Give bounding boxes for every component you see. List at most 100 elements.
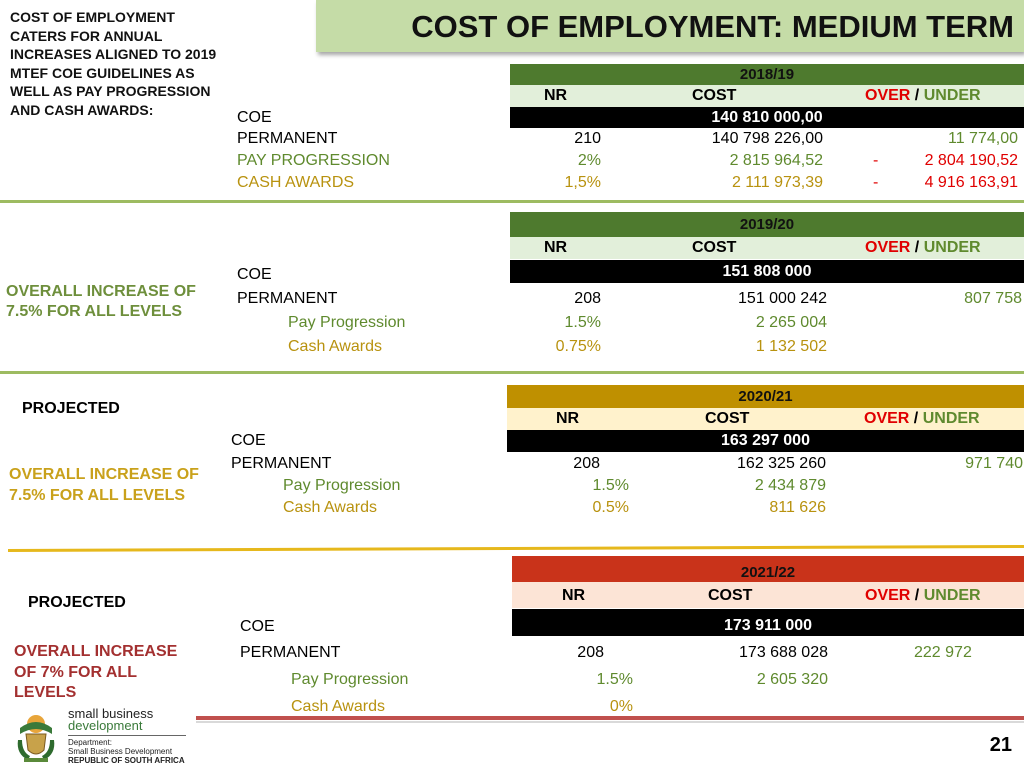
- year-band-2018-19: 2018/19: [510, 64, 1024, 86]
- cash-awards-cost: 2 111 973,39: [731, 174, 823, 191]
- over-under-header: OVER / UNDER: [865, 587, 981, 605]
- cash-awards-nr: 0%: [609, 698, 633, 715]
- pay-progression-cost: 2 815 964,52: [729, 152, 823, 169]
- cash-awards-over-under: 4 916 163,91: [924, 174, 1018, 191]
- permanent-label: PERMANENT: [237, 130, 338, 147]
- pay-progression-nr: 1.5%: [564, 314, 601, 331]
- year-band-2019-20: 2019/20: [510, 212, 1024, 237]
- cost-header: COST: [692, 87, 737, 104]
- over-label: OVER: [865, 87, 911, 104]
- logo-name-line1: small business: [68, 706, 154, 721]
- permanent-nr: 208: [574, 290, 601, 307]
- slash-label: /: [913, 410, 919, 427]
- cash-awards-nr: 1,5%: [564, 174, 601, 191]
- permanent-nr: 208: [573, 455, 600, 472]
- pay-progression-nr: 2%: [577, 152, 601, 169]
- over-label: OVER: [865, 587, 911, 604]
- section-divider: [0, 200, 1024, 203]
- nr-header: NR: [562, 587, 586, 604]
- header-row-2021-22: NR COST OVER / UNDER: [512, 582, 1024, 608]
- logo-dept-line3: REPUBLIC OF SOUTH AFRICA: [68, 756, 185, 765]
- permanent-cost: 151 000 242: [738, 290, 827, 307]
- pay-progression-over-under: 2 804 190,52: [924, 152, 1018, 169]
- page-title: COST OF EMPLOYMENT: MEDIUM TERM: [411, 9, 1014, 44]
- permanent-label: PERMANENT: [237, 290, 338, 307]
- intro-note: COST OF EMPLOYMENT CATERS FOR ANNUAL INC…: [10, 9, 217, 118]
- over-under-header: OVER / UNDER: [865, 87, 981, 105]
- cost-header: COST: [708, 587, 753, 604]
- under-label: UNDER: [922, 410, 980, 427]
- year-band-2020-21: 2020/21: [507, 385, 1024, 409]
- logo-dept-line1: Department:: [68, 738, 113, 747]
- pay-progression-cost: 2 265 004: [755, 314, 827, 331]
- pay-progression-nr: 1.5%: [592, 477, 629, 494]
- coe-total-bar: 173 911 000: [512, 609, 1024, 636]
- coe-total-bar: 151 808 000: [510, 260, 1024, 283]
- coe-total: 140 810 000,00: [711, 109, 823, 126]
- pay-progression-label: Pay Progression: [288, 314, 406, 331]
- cash-awards-label: Cash Awards: [288, 338, 382, 355]
- permanent-cost: 173 688 028: [739, 644, 828, 661]
- pay-progression-cost: 2 605 320: [756, 671, 828, 688]
- logo-name: small business development: [68, 706, 154, 733]
- permanent-over-under: 971 740: [965, 455, 1023, 472]
- slash-label: /: [914, 239, 920, 256]
- header-row-2019-20: NR COST OVER / UNDER: [510, 237, 1024, 259]
- footer-divider: [196, 716, 1024, 720]
- over-under-header: OVER / UNDER: [864, 410, 980, 428]
- nr-header: NR: [544, 87, 568, 104]
- header-row-2018-19: NR COST OVER / UNDER: [510, 85, 1024, 107]
- logo-rule: [68, 735, 186, 736]
- slash-label: /: [914, 587, 920, 604]
- title-banner: COST OF EMPLOYMENT: MEDIUM TERM: [316, 0, 1024, 52]
- under-label: UNDER: [923, 87, 981, 104]
- coe-total: 151 808 000: [722, 263, 812, 280]
- projected-label: PROJECTED: [22, 400, 120, 417]
- permanent-over-under: 807 758: [964, 290, 1022, 307]
- section-divider: [8, 545, 1024, 552]
- year-band-2021-22: 2021/22: [512, 556, 1024, 582]
- pay-progression-cost: 2 434 879: [754, 477, 826, 494]
- coe-label: COE: [237, 109, 272, 126]
- permanent-nr: 208: [577, 644, 604, 661]
- nr-header: NR: [556, 410, 580, 427]
- pay-progression-label: Pay Progression: [283, 477, 401, 494]
- under-label: UNDER: [923, 587, 981, 604]
- increase-note: OVERALL INCREASE OF 7.5% FOR ALL LEVELS: [9, 466, 199, 504]
- cost-header: COST: [692, 239, 737, 256]
- page-number: 21: [989, 734, 1012, 756]
- pay-progression-label: Pay Progression: [291, 671, 409, 688]
- pay-progression-dash: -: [873, 152, 879, 169]
- logo-department: Department: Small Business Development R…: [68, 738, 185, 765]
- increase-note: OVERALL INCREASE OF 7.5% FOR ALL LEVELS: [6, 283, 196, 320]
- cash-awards-cost: 1 132 502: [755, 338, 827, 355]
- cash-awards-nr: 0.75%: [555, 338, 601, 355]
- pay-progression-nr: 1.5%: [596, 671, 633, 688]
- logo-name-line2: development: [68, 718, 143, 733]
- permanent-nr: 210: [574, 130, 601, 147]
- cash-awards-label: Cash Awards: [291, 698, 385, 715]
- cash-awards-nr: 0.5%: [592, 499, 629, 516]
- cash-awards-dash: -: [873, 174, 879, 191]
- nr-header: NR: [544, 239, 568, 256]
- pay-progression-label: PAY PROGRESSION: [237, 152, 390, 169]
- coe-label: COE: [240, 618, 275, 635]
- permanent-label: PERMANENT: [240, 644, 341, 661]
- coe-total-bar: 140 810 000,00: [510, 107, 1024, 128]
- header-row-2020-21: NR COST OVER / UNDER: [507, 408, 1024, 430]
- under-label: UNDER: [923, 239, 981, 256]
- permanent-label: PERMANENT: [231, 455, 332, 472]
- coe-total-bar: 163 297 000: [507, 430, 1024, 452]
- cash-awards-label: CASH AWARDS: [237, 174, 355, 191]
- cost-header: COST: [705, 410, 750, 427]
- footer-shadow: [196, 721, 1024, 723]
- coe-total: 163 297 000: [721, 432, 810, 449]
- over-label: OVER: [864, 410, 910, 427]
- cash-awards-cost: 811 626: [769, 499, 826, 516]
- permanent-over-under: 222 972: [914, 644, 972, 661]
- coe-label: COE: [237, 266, 272, 283]
- permanent-cost: 162 325 260: [737, 455, 826, 472]
- coe-label: COE: [231, 432, 266, 449]
- cash-awards-label: Cash Awards: [283, 499, 377, 516]
- permanent-cost: 140 798 226,00: [711, 130, 823, 147]
